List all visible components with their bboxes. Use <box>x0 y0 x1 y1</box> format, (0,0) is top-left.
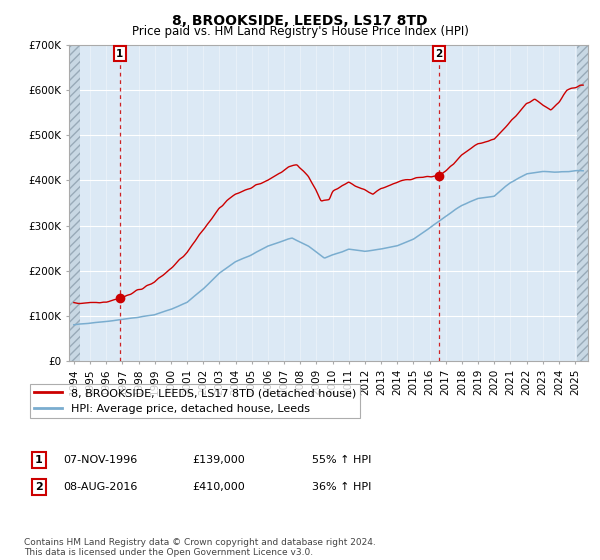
Text: £410,000: £410,000 <box>192 482 245 492</box>
Text: 36% ↑ HPI: 36% ↑ HPI <box>312 482 371 492</box>
Text: 55% ↑ HPI: 55% ↑ HPI <box>312 455 371 465</box>
Text: Price paid vs. HM Land Registry's House Price Index (HPI): Price paid vs. HM Land Registry's House … <box>131 25 469 38</box>
Bar <box>577 45 590 361</box>
Bar <box>69 45 80 361</box>
Text: £139,000: £139,000 <box>192 455 245 465</box>
Legend: 8, BROOKSIDE, LEEDS, LS17 8TD (detached house), HPI: Average price, detached hou: 8, BROOKSIDE, LEEDS, LS17 8TD (detached … <box>29 384 361 418</box>
Text: 1: 1 <box>116 49 124 59</box>
Text: 07-NOV-1996: 07-NOV-1996 <box>63 455 137 465</box>
Text: 8, BROOKSIDE, LEEDS, LS17 8TD: 8, BROOKSIDE, LEEDS, LS17 8TD <box>172 14 428 28</box>
Text: Contains HM Land Registry data © Crown copyright and database right 2024.
This d: Contains HM Land Registry data © Crown c… <box>24 538 376 557</box>
Text: 2: 2 <box>35 482 43 492</box>
Text: 1: 1 <box>35 455 43 465</box>
Text: 08-AUG-2016: 08-AUG-2016 <box>63 482 137 492</box>
Text: 2: 2 <box>436 49 443 59</box>
